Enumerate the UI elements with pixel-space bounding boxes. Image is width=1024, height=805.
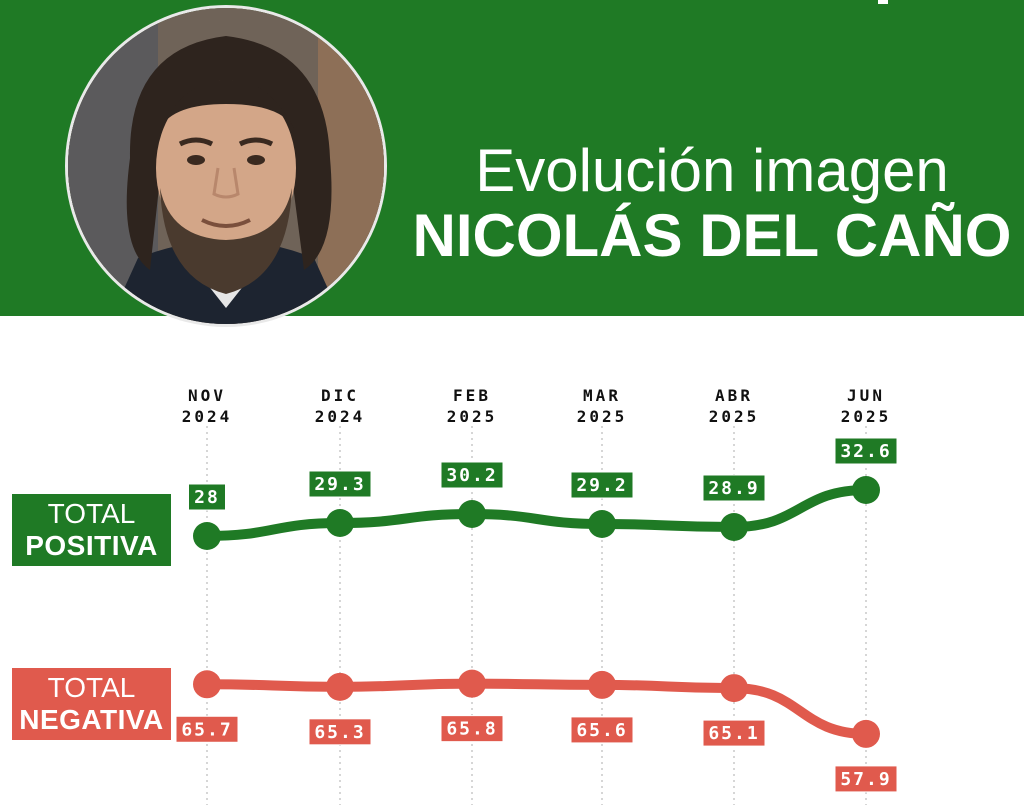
header-banner: Evolución imagen NICOLÁS DEL CAÑO xyxy=(0,0,1024,324)
title-line-1: Evolución imagen xyxy=(475,137,949,204)
data-label-box xyxy=(570,471,634,499)
data-point xyxy=(852,719,880,748)
data-point xyxy=(193,522,221,550)
data-label: 32.6 xyxy=(840,441,891,462)
line-chart: NOV 2024 DIC 2024 FEB 2025 MAR 2025 ABR 2025 JUN 20… xyxy=(175,386,898,805)
x-tick-label: MAR xyxy=(583,386,621,405)
x-tick-label: 2025 xyxy=(577,407,628,426)
legend-negative-line2: NEGATIVA xyxy=(19,704,164,735)
data-label: 65.7 xyxy=(181,719,232,740)
data-label-box xyxy=(308,470,372,498)
x-tick-label: JUN xyxy=(847,386,885,405)
data-label: 65.6 xyxy=(576,720,627,741)
legend-negative-line1: TOTAL xyxy=(47,672,136,703)
x-tick-label: 2025 xyxy=(709,407,760,426)
x-tick-label: ABR xyxy=(715,386,753,405)
series-line-positive xyxy=(202,485,871,541)
legend-negative: TOTAL NEGATIVA xyxy=(12,668,171,740)
top-edge-mark xyxy=(878,0,888,4)
data-label: 30.2 xyxy=(446,465,497,486)
data-label-box xyxy=(834,437,898,465)
data-point xyxy=(326,509,354,537)
data-label: 28.9 xyxy=(708,478,759,499)
x-tick-label: DIC xyxy=(321,386,359,405)
data-point xyxy=(588,670,616,699)
data-label: 65.1 xyxy=(708,723,759,744)
data-label-box xyxy=(188,483,226,511)
data-label-box xyxy=(834,765,898,793)
x-tick-label: 2024 xyxy=(182,407,233,426)
data-point xyxy=(588,510,616,538)
data-label: 65.3 xyxy=(314,722,365,743)
data-label-box xyxy=(308,718,372,746)
x-tick-label: 2025 xyxy=(841,407,892,426)
legend-positive: TOTAL POSITIVA xyxy=(12,494,171,566)
data-label: 65.8 xyxy=(446,719,497,740)
portrait-illustration xyxy=(68,8,384,324)
legend-positive-line2: POSITIVA xyxy=(25,530,158,561)
portrait-photo xyxy=(68,8,384,324)
data-point xyxy=(458,500,486,528)
data-label-box xyxy=(702,719,766,747)
legend-positive-line1: TOTAL xyxy=(47,498,136,529)
x-tick-label: FEB xyxy=(453,386,491,405)
data-point xyxy=(720,674,748,703)
title-line-2: NICOLÁS DEL CAÑO xyxy=(412,202,1012,269)
x-tick-label: 2025 xyxy=(447,407,498,426)
x-tick-label: 2024 xyxy=(315,407,366,426)
data-label-box xyxy=(570,716,634,744)
series-line-negative xyxy=(202,678,871,739)
x-tick-label: NOV xyxy=(188,386,226,405)
data-point xyxy=(720,513,748,541)
data-point xyxy=(193,670,221,699)
data-point xyxy=(458,669,486,698)
data-label-box xyxy=(702,474,766,502)
data-point xyxy=(852,476,880,504)
data-label-box xyxy=(440,461,504,489)
data-label: 57.9 xyxy=(840,769,891,790)
data-label-box xyxy=(440,715,504,743)
data-label: 29.2 xyxy=(576,475,627,496)
data-point xyxy=(326,672,354,701)
data-label: 28 xyxy=(194,487,220,508)
data-label-box xyxy=(175,715,239,743)
data-label: 29.3 xyxy=(314,474,365,495)
